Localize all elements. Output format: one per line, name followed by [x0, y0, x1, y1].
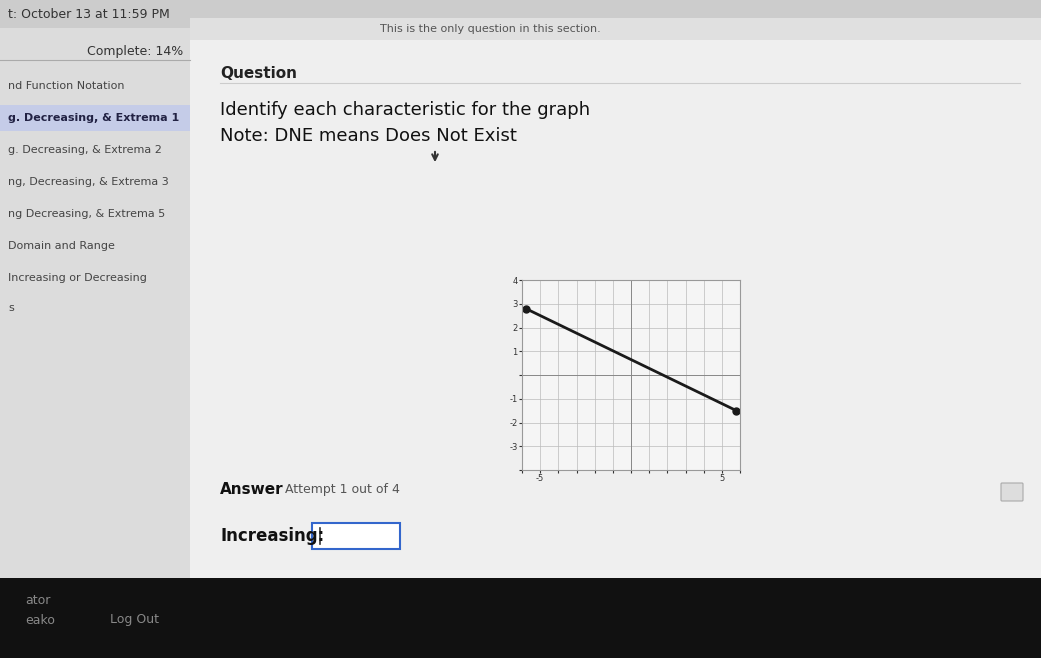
FancyBboxPatch shape [1001, 483, 1023, 501]
FancyBboxPatch shape [0, 0, 1041, 28]
Text: t: October 13 at 11:59 PM: t: October 13 at 11:59 PM [8, 7, 170, 20]
FancyBboxPatch shape [0, 0, 191, 578]
Text: Log Out: Log Out [110, 613, 159, 626]
FancyBboxPatch shape [312, 523, 400, 549]
Text: nd Function Notation: nd Function Notation [8, 81, 125, 91]
FancyBboxPatch shape [0, 105, 191, 131]
Text: ator: ator [25, 594, 50, 607]
Text: Attempt 1 out of 4: Attempt 1 out of 4 [285, 484, 400, 497]
Text: Identify each characteristic for the graph: Identify each characteristic for the gra… [220, 101, 590, 119]
FancyBboxPatch shape [191, 18, 1041, 40]
Text: Question: Question [220, 66, 297, 80]
Text: s: s [8, 303, 14, 313]
Text: Domain and Range: Domain and Range [8, 241, 115, 251]
FancyBboxPatch shape [0, 578, 1041, 658]
Text: eako: eako [25, 613, 55, 626]
Text: Complete: 14%: Complete: 14% [86, 45, 183, 57]
FancyBboxPatch shape [191, 40, 1041, 578]
Text: ng, Decreasing, & Extrema 3: ng, Decreasing, & Extrema 3 [8, 177, 169, 187]
Text: Answer: Answer [220, 482, 283, 497]
Text: This is the only question in this section.: This is the only question in this sectio… [380, 24, 601, 34]
Text: Note: DNE means Does Not Exist: Note: DNE means Does Not Exist [220, 127, 517, 145]
Text: g. Decreasing, & Extrema 2: g. Decreasing, & Extrema 2 [8, 145, 161, 155]
Text: g. Decreasing, & Extrema 1: g. Decreasing, & Extrema 1 [8, 113, 179, 123]
Text: Increasing or Decreasing: Increasing or Decreasing [8, 273, 147, 283]
Text: Increasing:: Increasing: [220, 527, 324, 545]
Text: ng Decreasing, & Extrema 5: ng Decreasing, & Extrema 5 [8, 209, 166, 219]
